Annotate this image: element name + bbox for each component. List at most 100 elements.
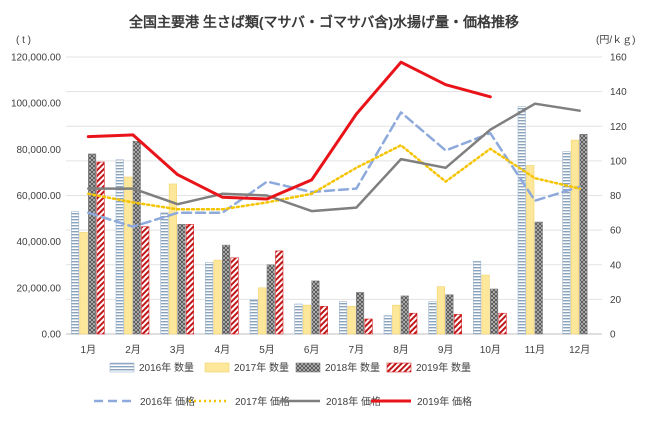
y-right-tick-labels: 0 20 40 60 80 100 120 140 160 [610,53,627,341]
bar [230,257,239,335]
bar [339,301,348,335]
bar [258,287,267,335]
bar [168,183,177,335]
legend-swatch [204,362,230,373]
legend-label: 2017年 価格 [235,395,290,408]
y-right-tick-label: 0 [610,330,616,341]
bar [141,226,150,335]
legend: 2016年 数量 2017年 数量 2018年 数量 2019年 数量 2016年 価格… [94,361,472,408]
legend-swatch [386,362,412,373]
y-right-tick-label: 40 [610,260,622,271]
bar [132,140,141,335]
y-left-tick-labels: 0.00 20,000.00 40,000.00 60,000.00 80,000.00… [11,53,61,341]
legend-entry: 2017年 数量 [204,361,289,374]
chart-title: 全国主要港 生さば類(マサバ・ゴマサバ含)水揚げ量・価格推移 [128,14,519,30]
x-tick-label: 3月 [170,344,186,356]
legend-entry: 2017年 価格 [189,395,290,408]
y-right-tick-label: 100 [610,156,627,167]
legend-label: 2019年 価格 [417,395,472,408]
legend-label: 2017年 数量 [234,361,289,374]
bar [579,134,588,335]
y-left-tick-label: 100,000.00 [11,99,61,110]
x-tick-label: 8月 [393,344,409,356]
bar [266,264,275,335]
bar [205,262,214,335]
y-left-tick-label: 20,000.00 [17,283,62,294]
bar [473,260,482,335]
bar [96,161,105,335]
bar [222,244,231,335]
bar [356,292,365,335]
bar [302,304,311,335]
x-tick-label: 5月 [259,344,275,356]
y-left-tick-label: 60,000.00 [17,191,62,202]
bar-series-2019年 数量 [96,161,507,335]
x-tick-label: 2月 [125,344,141,356]
bar [275,250,284,335]
x-tick-labels: 1月 2月 3月 4月 5月 6月 7月 8月 9月 10月 11月 12月 [81,344,591,356]
y-left-tick-label: 120,000.00 [11,53,61,64]
x-tick-label: 12月 [569,344,590,356]
y-right-unit: (円/ｋｇ) [596,34,635,46]
legend-entry: 2016年 価格 [94,395,195,408]
y-right-tick-label: 140 [610,87,627,98]
bar-series-2018年 数量 [88,134,588,335]
y-right-tick-label: 120 [610,122,627,133]
legend-entry: 2018年 価格 [280,395,381,408]
legend-label: 2019年 数量 [416,361,471,374]
bar [319,305,328,335]
line-series-2017年 価格 [87,144,581,211]
y-right-tick-label: 60 [610,226,622,237]
bar [562,151,571,335]
x-tick-label: 4月 [215,344,231,356]
line-series-2016年 価格 [87,111,581,228]
bar [526,165,535,335]
y-right-tick-label: 20 [610,295,622,306]
bar [436,286,445,335]
y-left-tick-label: 0.00 [42,330,62,341]
bar [428,301,437,335]
bar [400,295,409,335]
legend-swatch [109,362,135,373]
bar [177,224,186,335]
legend-entry: 2018年 数量 [295,361,380,374]
bar [249,299,258,335]
x-tick-label: 10月 [480,344,501,356]
bar [185,224,194,335]
bar [213,259,222,335]
bar [294,303,303,335]
bar [392,304,401,335]
y-left-tick-label: 80,000.00 [17,145,62,156]
legend-label: 2016年 価格 [140,395,195,408]
bar [364,318,373,335]
x-tick-label: 1月 [81,344,97,356]
bar [570,139,579,335]
x-tick-label: 7月 [349,344,365,356]
bar-series-2016年 数量 [71,106,571,335]
legend-swatch [295,362,321,373]
legend-entry: 2016年 数量 [109,361,194,374]
bar [71,211,80,335]
bar [498,312,507,335]
line-series-group [86,60,581,228]
legend-entry: 2019年 数量 [386,361,471,374]
legend-label: 2018年 数量 [325,361,380,374]
bar [160,212,169,335]
bar [124,176,133,335]
bar-series-group [71,106,588,335]
bar [445,294,454,335]
legend-entry: 2019年 価格 [371,395,472,408]
bar [311,280,320,335]
bar [409,312,418,335]
bar [490,288,499,335]
bar-series-2017年 数量 [79,139,579,335]
bar [88,153,97,335]
x-tick-label: 11月 [525,344,545,356]
bar [517,106,526,335]
y-right-tick-label: 160 [610,53,627,64]
bar [534,221,543,335]
y-left-tick-label: 40,000.00 [17,237,62,248]
line-series-2019年 価格 [86,60,492,201]
